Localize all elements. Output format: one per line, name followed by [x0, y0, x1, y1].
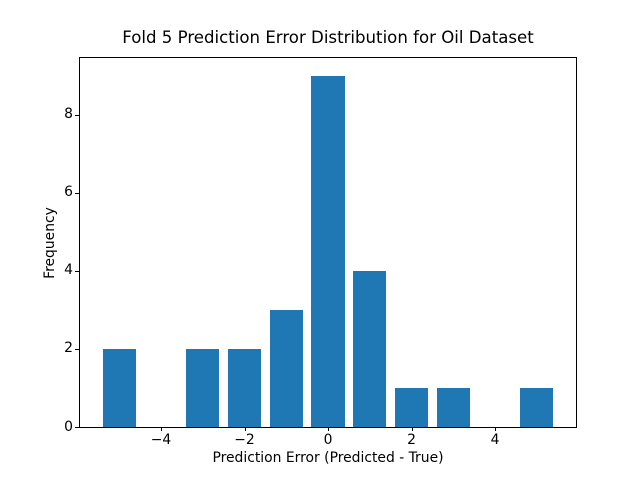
- x-tick-label: 2: [407, 432, 416, 448]
- x-axis-label: Prediction Error (Predicted - True): [212, 450, 444, 466]
- y-tick-mark: [75, 348, 79, 350]
- y-tick-label: 2: [64, 340, 73, 357]
- y-tick-mark: [75, 192, 79, 194]
- y-tick-mark: [75, 114, 79, 116]
- x-tick-mark: [328, 427, 329, 431]
- plot-area: [79, 57, 577, 428]
- y-tick-label: 4: [64, 262, 73, 279]
- y-tick-mark: [75, 270, 79, 272]
- y-tick-label: 8: [64, 106, 73, 123]
- x-tick-mark: [411, 427, 413, 431]
- bar: [186, 348, 220, 427]
- x-tick-label: −2: [234, 432, 255, 448]
- bar: [269, 309, 303, 427]
- x-tick-mark: [244, 427, 246, 431]
- chart-title: Fold 5 Prediction Error Distribution for…: [122, 28, 534, 47]
- bar: [436, 388, 470, 427]
- bar: [394, 388, 429, 427]
- bar: [353, 270, 387, 427]
- bar: [102, 348, 136, 427]
- x-tick-label: 4: [490, 432, 500, 448]
- x-tick-mark: [495, 427, 496, 431]
- y-tick-mark: [75, 427, 79, 428]
- x-tick-label: −4: [150, 432, 172, 448]
- x-tick-label: 0: [323, 432, 333, 448]
- bar: [227, 348, 262, 427]
- y-tick-label: 6: [64, 184, 73, 201]
- bar: [520, 388, 554, 427]
- y-tick-label: 0: [64, 418, 73, 435]
- x-tick-mark: [161, 427, 162, 431]
- bar: [311, 75, 345, 427]
